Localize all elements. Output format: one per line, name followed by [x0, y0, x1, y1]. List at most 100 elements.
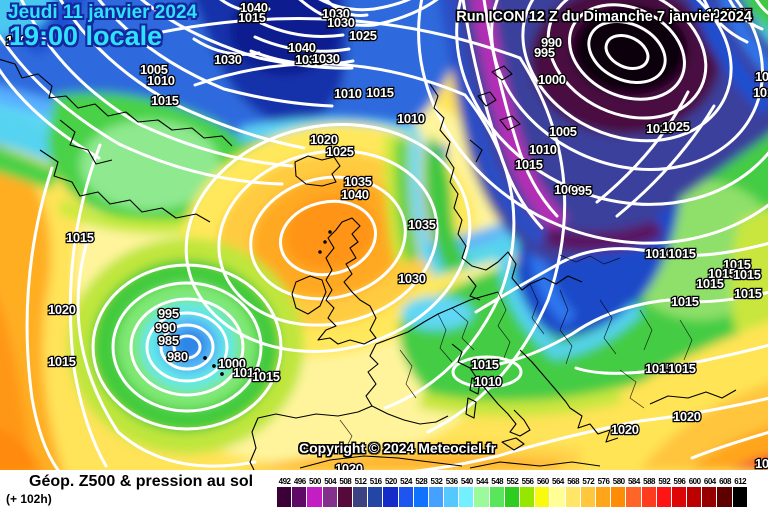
- pressure-label: 1035: [344, 174, 372, 189]
- scale-swatch: [732, 487, 747, 507]
- pressure-label: 1030: [214, 52, 242, 67]
- scale-tick-value: 528: [415, 477, 428, 486]
- scale-cell: 592: [656, 477, 672, 507]
- scale-cell: 560: [535, 477, 550, 507]
- scale-swatch: [687, 487, 702, 507]
- pressure-label: 1015: [252, 369, 280, 384]
- scale-tick-value: 580: [612, 477, 625, 486]
- pressure-label: 1015: [151, 93, 179, 108]
- scale-swatch: [535, 487, 550, 507]
- scale-tick-value: 600: [688, 477, 701, 486]
- pressure-label: 1015: [708, 266, 736, 281]
- pressure-label: 1015: [671, 294, 699, 309]
- pressure-label: 1025: [326, 144, 354, 159]
- pressure-label: 1010: [397, 111, 425, 126]
- pressure-label: 1020: [310, 132, 338, 147]
- pressure-label: 990: [541, 35, 562, 50]
- pressure-label: 995: [158, 306, 179, 321]
- scale-swatch: [398, 487, 413, 507]
- scale-cell: 580: [611, 477, 626, 507]
- pressure-label: 1015: [66, 230, 94, 245]
- pressure-label: 980: [167, 349, 188, 364]
- scale-swatch: [352, 487, 368, 507]
- valid-time-text: 19:00 locale: [9, 21, 163, 51]
- pressure-label: 1030: [398, 271, 426, 286]
- pressure-label: 1010: [474, 374, 502, 389]
- scale-swatch: [641, 487, 656, 507]
- pressure-label: 1015: [696, 276, 724, 291]
- scale-tick-value: 592: [658, 477, 671, 486]
- scale-cell: 512: [352, 477, 368, 507]
- scale-swatch: [322, 487, 337, 507]
- pressure-label: 1015: [734, 286, 762, 301]
- chart-title: Géop. Z500 & pression au sol: [29, 473, 254, 490]
- scale-tick-value: 516: [369, 477, 382, 486]
- scale-tick-value: 504: [324, 477, 337, 486]
- scale-swatch: [489, 487, 504, 507]
- forecast-lead-time: (+ 102h): [6, 492, 52, 506]
- scale-cell: 520: [383, 477, 398, 507]
- scale-tick-value: 564: [552, 477, 564, 486]
- scale-tick-value: 604: [703, 477, 716, 486]
- pressure-label: 1025: [662, 119, 690, 134]
- pressure-label: 1040: [288, 40, 316, 55]
- scale-tick-value: 508: [339, 477, 352, 486]
- isobar-contours: [0, 0, 768, 470]
- scale-swatch: [277, 487, 292, 507]
- scale-swatch: [474, 487, 489, 507]
- scale-tick-value: 520: [384, 477, 397, 486]
- pressure-label: 1010: [645, 246, 673, 261]
- scale-tick-value: 584: [627, 477, 640, 486]
- pressure-label: 1040: [240, 0, 268, 15]
- scale-swatch: [656, 487, 671, 507]
- pressure-label: 1015: [755, 69, 768, 84]
- pressure-label: 1015: [724, 6, 752, 21]
- pressure-label: 1020: [48, 302, 76, 317]
- pressure-label: 1040: [341, 187, 369, 202]
- scale-cell: 548: [489, 477, 505, 507]
- pressure-label: 1015: [515, 157, 543, 172]
- scale-swatch: [337, 487, 352, 507]
- scale-tick-value: 576: [597, 477, 610, 486]
- scale-tick-value: 536: [445, 477, 458, 486]
- scale-swatch: [565, 487, 580, 507]
- pressure-label: 1010: [233, 365, 261, 380]
- model-run-info: Run ICON 12 Z du Dimanche 7 janvier 2024: [456, 9, 752, 25]
- scale-cell: 508: [337, 477, 353, 507]
- pressure-label: 1010: [529, 142, 557, 157]
- pressure-label: 1015: [471, 357, 499, 372]
- scale-swatch: [626, 487, 641, 507]
- scale-cell: 612: [732, 477, 748, 507]
- pressure-label: 1020: [646, 121, 674, 136]
- pressure-label: 1015: [668, 361, 696, 376]
- scale-cell: 572: [580, 477, 596, 507]
- scale-tick-value: 608: [719, 477, 731, 486]
- pressure-label: 1020: [611, 422, 639, 437]
- scale-tick-value: 540: [460, 477, 473, 486]
- scale-swatch: [671, 487, 687, 507]
- scale-cell: 504: [322, 477, 338, 507]
- pressure-label: 1015: [733, 267, 761, 282]
- scale-tick-value: 532: [430, 477, 443, 486]
- scale-cell: 524: [398, 477, 414, 507]
- scale-tick-value: 500: [309, 477, 321, 486]
- pressure-label: 1015: [753, 85, 768, 100]
- scale-cell: 588: [641, 477, 657, 507]
- scale-swatch: [413, 487, 428, 507]
- country-borders: [339, 254, 693, 453]
- pressure-label: 1015: [238, 10, 266, 25]
- pressure-label: 1035: [408, 217, 436, 232]
- pressure-label: 1020: [673, 409, 701, 424]
- scale-swatch: [520, 487, 535, 507]
- scale-swatch: [292, 487, 307, 507]
- scale-cell: 544: [474, 477, 489, 507]
- scale-swatch: [504, 487, 519, 507]
- scale-tick-value: 512: [354, 477, 367, 486]
- pressure-label: 1025: [349, 28, 377, 43]
- scale-cell: 596: [671, 477, 687, 507]
- scale-cell: 600: [687, 477, 702, 507]
- scale-swatch: [595, 487, 611, 507]
- scale-tick-value: 612: [734, 477, 747, 486]
